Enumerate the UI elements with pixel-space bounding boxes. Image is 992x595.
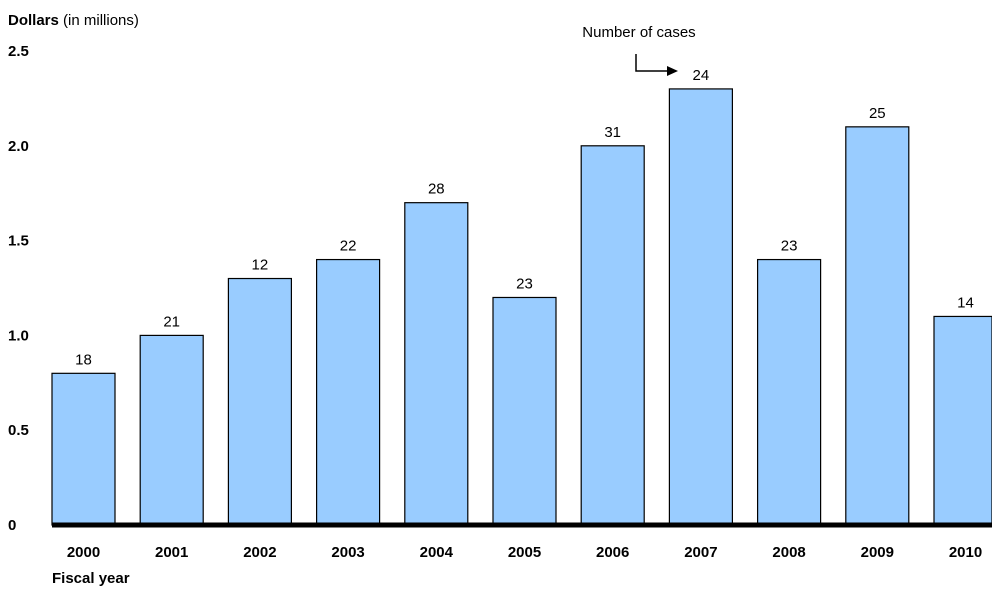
x-axis-title: Fiscal year xyxy=(52,570,130,587)
y-axis-title: Dollars (in millions) xyxy=(8,12,139,29)
x-tick-label: 2004 xyxy=(420,544,454,561)
annotation-arrow-line xyxy=(635,54,667,72)
data-label: 24 xyxy=(693,67,710,84)
data-label: 23 xyxy=(516,275,533,292)
bar xyxy=(933,315,992,526)
x-tick-label: 2007 xyxy=(684,544,717,561)
data-label: 23 xyxy=(781,238,798,255)
data-label: 21 xyxy=(163,313,180,330)
bar xyxy=(139,334,204,526)
x-tick-label: 2009 xyxy=(861,544,894,561)
y-tick-label: 0 xyxy=(8,517,16,534)
bar xyxy=(227,277,292,526)
x-tick-label: 2002 xyxy=(243,544,276,561)
y-tick-label: 1.5 xyxy=(8,233,29,250)
y-tick-label: 2.0 xyxy=(8,138,29,155)
data-label: 14 xyxy=(957,294,974,311)
bar xyxy=(756,258,822,526)
x-tick-label: 2003 xyxy=(331,544,364,561)
bars xyxy=(51,88,992,526)
bar xyxy=(404,202,469,526)
bar xyxy=(580,145,645,526)
data-label: 31 xyxy=(604,124,621,141)
data-label: 25 xyxy=(869,105,886,122)
bar xyxy=(845,126,910,526)
data-label: 12 xyxy=(252,257,269,274)
data-label: 22 xyxy=(340,238,357,255)
bar xyxy=(316,258,381,526)
x-tick-label: 2010 xyxy=(949,544,982,561)
y-tick-label: 2.5 xyxy=(8,43,29,60)
bar xyxy=(668,88,734,526)
x-tick-label: 2006 xyxy=(596,544,629,561)
bar xyxy=(492,296,557,526)
x-tick-label: 2001 xyxy=(155,544,188,561)
data-labels: 18 21 12 22 28 23 31 24 23 25 14 xyxy=(75,67,974,368)
x-tick-labels: 2000 2001 2002 2003 2004 2005 2006 2007 2008 2009… xyxy=(67,544,982,561)
x-tick-label: 2005 xyxy=(508,544,541,561)
y-tick-label: 0.5 xyxy=(8,422,29,439)
annotation-arrowhead xyxy=(667,66,678,76)
bar xyxy=(51,372,116,526)
y-axis-title-bold: Dollars xyxy=(8,12,59,29)
y-tick-label: 1.0 xyxy=(8,327,29,344)
y-axis-title-unit: (in millions) xyxy=(59,12,139,29)
data-label: 28 xyxy=(428,181,445,198)
annotation-label: Number of cases xyxy=(582,24,695,41)
x-tick-label: 2008 xyxy=(772,544,805,561)
data-label: 18 xyxy=(75,351,92,368)
y-tick-labels: 0 0.5 1.0 1.5 2.0 2.5 xyxy=(8,43,29,534)
x-tick-label: 2000 xyxy=(67,544,100,561)
